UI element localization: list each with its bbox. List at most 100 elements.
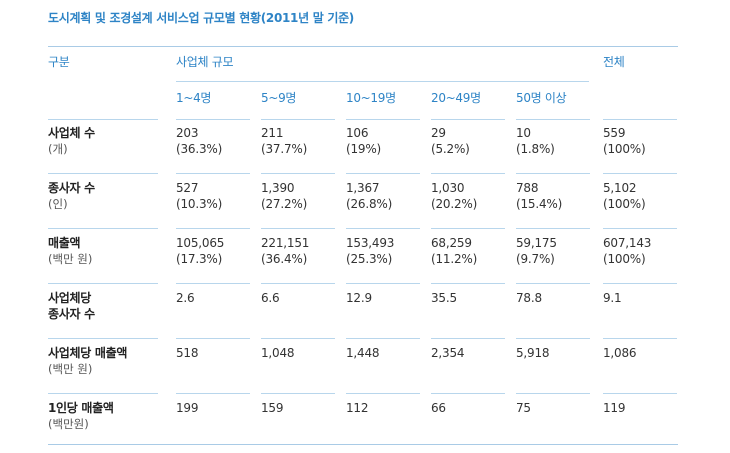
cell-share: (5.2%) [431,142,470,156]
table-cell: 75 [516,400,531,416]
table-cell: 78.8 [516,290,542,306]
cell-share: (19%) [346,142,382,156]
row-2-rule [261,228,335,229]
table-cell: 1,086 [603,345,637,361]
cell-value: 35.5 [431,291,457,305]
table-cell: 2.6 [176,290,195,306]
cell-value: 12.9 [346,291,372,305]
cell-share: (10.3%) [176,197,223,211]
cell-value: 5,102 [603,181,637,195]
table-cell: 211 (37.7%) [261,125,307,157]
cell-share: (11.2%) [431,252,478,266]
table-cell: 9.1 [603,290,622,306]
cell-value: 1,390 [261,181,295,195]
cell-value: 10 [516,126,531,140]
row-2-rule [176,228,250,229]
header-size-1: 1~4명 [176,91,212,105]
cell-value: 66 [431,401,446,415]
table-cell: 112 [346,400,369,416]
cell-value: 68,259 [431,236,472,250]
page-title: 도시계획 및 조경설계 서비스업 규모별 현황(2011년 말 기준) [48,11,354,25]
table-cell: 221,151 (36.4%) [261,235,309,267]
cell-value: 527 [176,181,199,195]
cell-share: (37.7%) [261,142,308,156]
table-cell: 106 (19%) [346,125,381,157]
row-unit: (백만 원) [48,252,93,266]
cell-value: 5,918 [516,346,550,360]
cell-value: 153,493 [346,236,395,250]
table-cell: 159 [261,400,284,416]
table-cell: 66 [431,400,446,416]
row-3-rule [176,283,250,284]
row-2-rule [516,228,590,229]
row-4-rule [48,338,158,339]
header-size-2: 5~9명 [261,91,297,105]
cell-share: (9.7%) [516,252,555,266]
cell-value: 59,175 [516,236,557,250]
row-5-rule [48,393,158,394]
row-header: 사업체 수 (개) [48,125,158,157]
cell-value: 1,030 [431,181,465,195]
table-cell: 1,390 (27.2%) [261,180,307,212]
table-cell: 607,143 (100%) [603,235,651,267]
row-1-rule [603,173,677,174]
header-rule [603,119,677,120]
row-1-rule [48,173,158,174]
cell-share: (27.2%) [261,197,308,211]
cell-value: 2.6 [176,291,195,305]
header-size-3: 10~19명 [346,91,396,105]
table-bottom-rule [48,444,678,445]
table-cell: 788 (15.4%) [516,180,562,212]
table-cell: 1,367 (26.8%) [346,180,392,212]
row-3-rule [516,283,590,284]
row-4-rule [261,338,335,339]
row-label-line2: 종사자 수 [48,307,95,321]
cell-value: 607,143 [603,236,652,250]
cell-value: 203 [176,126,199,140]
table-cell: 527 (10.3%) [176,180,222,212]
table-cell: 1,030 (20.2%) [431,180,477,212]
row-3-rule [261,283,335,284]
header-rule [346,119,420,120]
table-cell: 68,259 (11.2%) [431,235,477,267]
cell-value: 211 [261,126,284,140]
cell-share: (17.3%) [176,252,223,266]
cell-share: (100%) [603,252,646,266]
row-2-rule [603,228,677,229]
row-3-rule [603,283,677,284]
row-unit: (백만 원) [48,362,93,376]
row-header: 매출액 (백만 원) [48,235,158,267]
row-3-rule [48,283,158,284]
table-cell: 10 (1.8%) [516,125,555,157]
row-5-rule [176,393,250,394]
header-size-5: 50명 이상 [516,91,567,105]
header-rule [431,119,505,120]
cell-value: 112 [346,401,369,415]
table-cell: 559 (100%) [603,125,646,157]
row-unit: (백만원) [48,417,89,431]
row-2-rule [346,228,420,229]
cell-value: 1,367 [346,181,380,195]
cell-value: 2,354 [431,346,465,360]
table-cell: 1,048 [261,345,295,361]
row-1-rule [261,173,335,174]
row-3-rule [431,283,505,284]
table-cell: 105,065 (17.3%) [176,235,224,267]
header-size-group: 사업체 규모 [176,55,234,69]
cell-value: 106 [346,126,369,140]
row-header: 사업체당 매출액 (백만 원) [48,345,158,377]
table-cell: 518 [176,345,199,361]
row-label: 1인당 매출액 [48,401,114,415]
table-cell: 119 [603,400,626,416]
cell-value: 119 [603,401,626,415]
row-1-rule [346,173,420,174]
row-5-rule [603,393,677,394]
row-5-rule [346,393,420,394]
row-4-rule [431,338,505,339]
row-4-rule [176,338,250,339]
row-label: 매출액 [48,236,81,250]
cell-value: 105,065 [176,236,225,250]
cell-value: 1,048 [261,346,295,360]
table-cell: 153,493 (25.3%) [346,235,394,267]
row-5-rule [516,393,590,394]
